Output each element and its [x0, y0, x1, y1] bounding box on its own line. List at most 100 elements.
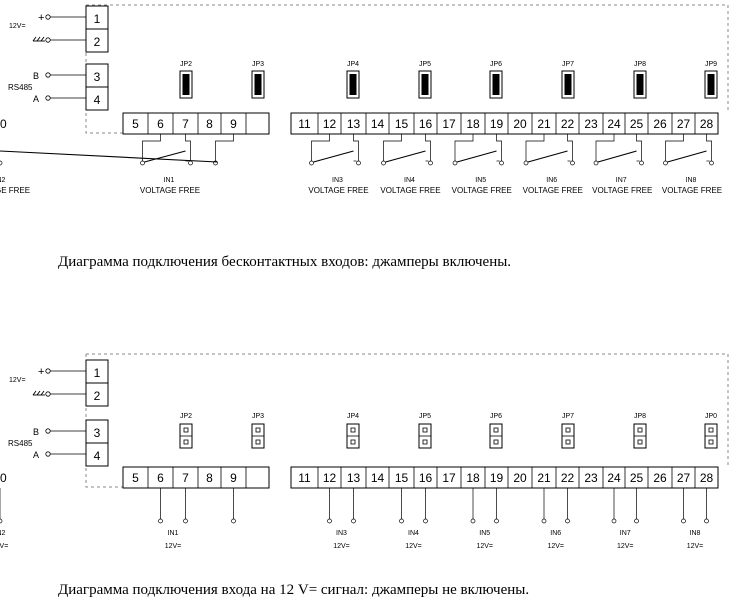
signal-terminal-circle: [183, 518, 188, 524]
jumper-cap: [492, 74, 500, 95]
terminal-24: 24: [607, 117, 621, 131]
rs485-a-label: A: [33, 450, 39, 460]
terminal-9: 9: [230, 471, 237, 485]
contact-wire: [383, 134, 402, 161]
input-in4: IN4 VOLTAGE FREE: [380, 134, 441, 195]
terminal-15: 15: [395, 117, 409, 131]
input-sub: VOLTAGE FREE: [592, 186, 652, 195]
switch-blade: [313, 150, 354, 163]
jumper-pin: [565, 439, 571, 445]
terminal-9: 9: [230, 117, 237, 131]
jumper-label: JP4: [347, 61, 359, 68]
input-sub: 12V=: [476, 543, 493, 550]
input-in7: IN7 12V=: [611, 488, 639, 550]
jumper-pin: [350, 427, 356, 433]
jumper-label: JP3: [252, 61, 264, 68]
terminal-strip-left: [122, 466, 270, 489]
input-name: IN3: [332, 177, 343, 184]
wire-terminal-circle: [45, 72, 51, 78]
input-sub: VOLTAGE FREE: [308, 186, 368, 195]
jumper-pin: [255, 427, 261, 433]
input-in8: IN8 12V=: [681, 488, 709, 550]
jumper-cap: [254, 74, 262, 95]
signal-terminal-circle: [327, 518, 332, 524]
switch-blade: [456, 150, 497, 163]
jumper-label: JP5: [419, 61, 431, 68]
signal-terminal-circle: [470, 518, 476, 524]
jumper-cap: [636, 74, 644, 95]
jumper-jp2: JP2: [179, 61, 193, 99]
jumper-pin: [637, 439, 643, 445]
input-sub: 12V=: [547, 543, 564, 550]
wire-terminal-circle: [45, 95, 51, 101]
diagram-2: 1234+12V=BRS485A567891011121314151617181…: [0, 353, 729, 598]
terminal-6: 6: [157, 117, 164, 131]
terminal-3: 3: [94, 70, 101, 84]
jumper-jp8: JP8: [633, 413, 647, 449]
jumper-pin: [422, 439, 428, 445]
contact-wire: [353, 134, 359, 161]
terminal-20: 20: [513, 471, 527, 485]
jumper-jp6: JP6: [489, 61, 503, 99]
terminal-5: 5: [132, 471, 139, 485]
input-in2: IN2 VOLTAGE FREE: [0, 134, 234, 195]
rs485-a-label: A: [33, 94, 39, 104]
signal-terminal-circle: [351, 518, 356, 524]
jumper-label: JP4: [347, 413, 359, 420]
input-name: IN4: [408, 530, 419, 537]
input-in7: IN7 VOLTAGE FREE: [592, 134, 652, 195]
wire-terminal-circle: [45, 368, 51, 374]
input-in3: IN3 12V=: [327, 488, 356, 550]
jumper-cap: [421, 74, 429, 95]
jumper-label: JP0: [705, 413, 717, 420]
terminal-27: 27: [677, 117, 691, 131]
ground-hatch: [40, 36, 45, 42]
input-sub: 12V=: [617, 543, 634, 550]
plus-label: +: [38, 12, 44, 24]
terminal-5: 5: [132, 117, 139, 131]
terminal-23: 23: [584, 117, 598, 131]
contact-circle: [499, 160, 504, 166]
input-in1: IN1 VOLTAGE FREE: [140, 134, 200, 195]
voltage-label: 12V=: [9, 377, 26, 384]
voltage-label: 12V=: [9, 23, 26, 30]
input-sub: 12V=: [405, 543, 422, 550]
jumper-pin: [493, 427, 499, 433]
input-in5: IN5 VOLTAGE FREE: [452, 134, 512, 195]
contact-circle: [593, 160, 599, 166]
signal-terminal-circle: [681, 518, 686, 524]
terminal-2: 2: [94, 35, 101, 49]
signal-terminal-circle: [399, 518, 404, 524]
input-name: IN1: [168, 530, 179, 537]
switch-blade: [597, 150, 637, 163]
diagram-caption: Диаграмма подключения бесконтактных вход…: [58, 254, 511, 270]
signal-terminal-circle: [494, 518, 499, 524]
wire-terminal-circle: [45, 37, 51, 43]
jumper-pin: [493, 439, 499, 445]
contact-wire: [425, 134, 431, 161]
terminal-19: 19: [490, 117, 504, 131]
terminal-22: 22: [561, 471, 575, 485]
rs485-label: RS485: [8, 439, 33, 448]
jumper-jp7: JP7: [561, 413, 575, 449]
switch-blade: [527, 150, 568, 163]
terminal-8: 8: [206, 117, 213, 131]
input-name: IN3: [336, 530, 347, 537]
contact-circle: [188, 160, 193, 166]
terminal-8: 8: [206, 471, 213, 485]
input-sub: 12V=: [687, 543, 704, 550]
input-name: IN8: [686, 177, 697, 184]
terminal-28: 28: [700, 117, 714, 131]
input-in4: IN4 12V=: [399, 488, 428, 550]
input-sub: 12V=: [0, 543, 8, 550]
terminal-12: 12: [323, 471, 337, 485]
terminal-23: 23: [584, 471, 598, 485]
contact-circle: [309, 160, 314, 166]
input-name: IN5: [479, 530, 490, 537]
input-in1: IN1 12V=: [158, 488, 188, 550]
contact-wire: [496, 134, 502, 161]
contact-wire: [665, 134, 684, 161]
terminal-1: 1: [94, 366, 101, 380]
wire-terminal-circle: [45, 391, 51, 397]
